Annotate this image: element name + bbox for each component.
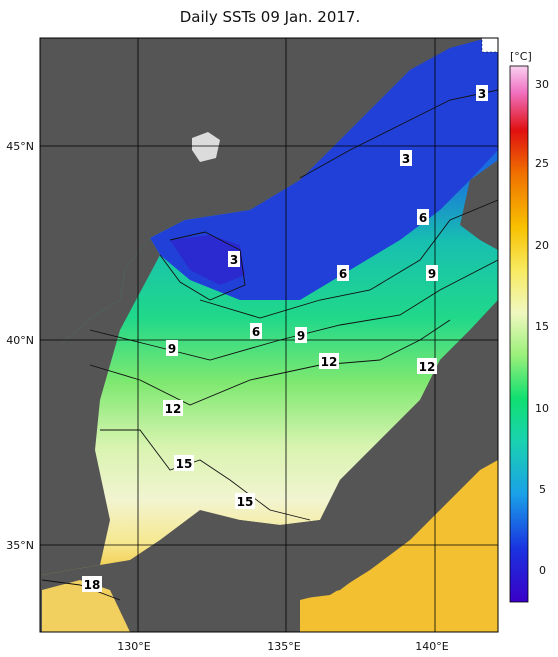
svg-text:15: 15 bbox=[176, 457, 193, 471]
lon-label-140: 140°E bbox=[415, 640, 448, 653]
isotherm-label: 12 bbox=[319, 353, 339, 369]
map-title: Daily SSTs 09 Jan. 2017. bbox=[179, 8, 361, 26]
isotherm-label: 12 bbox=[417, 358, 437, 374]
svg-text:9: 9 bbox=[297, 329, 305, 343]
cold-water-zone bbox=[150, 38, 498, 300]
colorbar-tick-25: 25 bbox=[535, 157, 549, 170]
isotherm-label: 3 bbox=[400, 150, 412, 166]
isotherm-label: 3 bbox=[228, 251, 240, 267]
colorbar-unit: [°C] bbox=[510, 50, 532, 63]
colorbar-tick-20: 20 bbox=[535, 239, 549, 252]
svg-text:6: 6 bbox=[419, 211, 427, 225]
isotherm-label: 6 bbox=[417, 209, 429, 225]
lon-label-130: 130°E bbox=[117, 640, 150, 653]
isotherm-3 bbox=[159, 231, 246, 301]
colorbar-tick-15: 15 bbox=[535, 320, 549, 333]
isotherm-label: 3 bbox=[476, 85, 488, 101]
isotherm-label: 9 bbox=[295, 327, 307, 343]
svg-text:6: 6 bbox=[252, 325, 260, 339]
svg-text:12: 12 bbox=[321, 355, 338, 369]
svg-text:3: 3 bbox=[230, 253, 238, 267]
kyushu-land bbox=[110, 570, 200, 632]
isotherm-label: 9 bbox=[426, 265, 438, 281]
honshu-land bbox=[200, 300, 498, 600]
isotherm-18 bbox=[41, 579, 121, 601]
isotherm-15 bbox=[100, 429, 311, 521]
lat-label-35: 35°N bbox=[6, 539, 34, 552]
lat-label-45: 45°N bbox=[6, 140, 34, 153]
isotherm-6 bbox=[199, 199, 498, 319]
cold-water-core bbox=[170, 235, 245, 285]
lon-label-135: 135°E bbox=[267, 640, 300, 653]
colorbar-tick-10: 10 bbox=[535, 402, 549, 415]
svg-text:12: 12 bbox=[165, 402, 182, 416]
svg-text:3: 3 bbox=[402, 152, 410, 166]
svg-text:18: 18 bbox=[84, 578, 101, 592]
pacific-warm-zone bbox=[300, 440, 498, 632]
colorbar-tick-5: 5 bbox=[539, 483, 546, 496]
map-frame bbox=[39, 37, 499, 633]
isotherm-label: 18 bbox=[82, 576, 102, 592]
isotherm-label: 15 bbox=[235, 493, 255, 509]
colorbar-gradient bbox=[509, 65, 529, 603]
svg-text:15: 15 bbox=[237, 495, 254, 509]
graticule bbox=[40, 38, 498, 632]
isotherm-3 bbox=[299, 89, 498, 179]
korea-land bbox=[40, 238, 160, 575]
svg-text:3: 3 bbox=[478, 87, 486, 101]
colorbar-tick-0: 0 bbox=[539, 564, 546, 577]
lat-label-40: 40°N bbox=[6, 334, 34, 347]
colorbar-tick-30: 30 bbox=[535, 78, 549, 91]
isotherm-9 bbox=[89, 259, 498, 361]
isotherm-12 bbox=[89, 319, 451, 406]
isotherm-label: 15 bbox=[174, 455, 194, 471]
island-upper-left bbox=[192, 132, 220, 162]
hokkaido-land bbox=[460, 160, 498, 250]
colorbar: [°C] 30 25 20 15 10 5 0 bbox=[509, 50, 549, 603]
isotherm-lines bbox=[41, 89, 498, 601]
isotherm-label: 6 bbox=[250, 323, 262, 339]
svg-text:9: 9 bbox=[168, 342, 176, 356]
map-body bbox=[40, 38, 498, 632]
no-data-patch bbox=[481, 38, 498, 53]
svg-text:12: 12 bbox=[419, 360, 436, 374]
svg-text:6: 6 bbox=[339, 267, 347, 281]
isotherm-label: 6 bbox=[337, 265, 349, 281]
strait-warm-zone bbox=[42, 580, 150, 632]
isotherm-label: 9 bbox=[166, 340, 178, 356]
isotherm-label-group: 3 3 3 6 6 6 9 9 9 12 12 12 15 15 18 bbox=[82, 85, 488, 592]
svg-text:9: 9 bbox=[428, 267, 436, 281]
isotherm-label: 12 bbox=[163, 400, 183, 416]
